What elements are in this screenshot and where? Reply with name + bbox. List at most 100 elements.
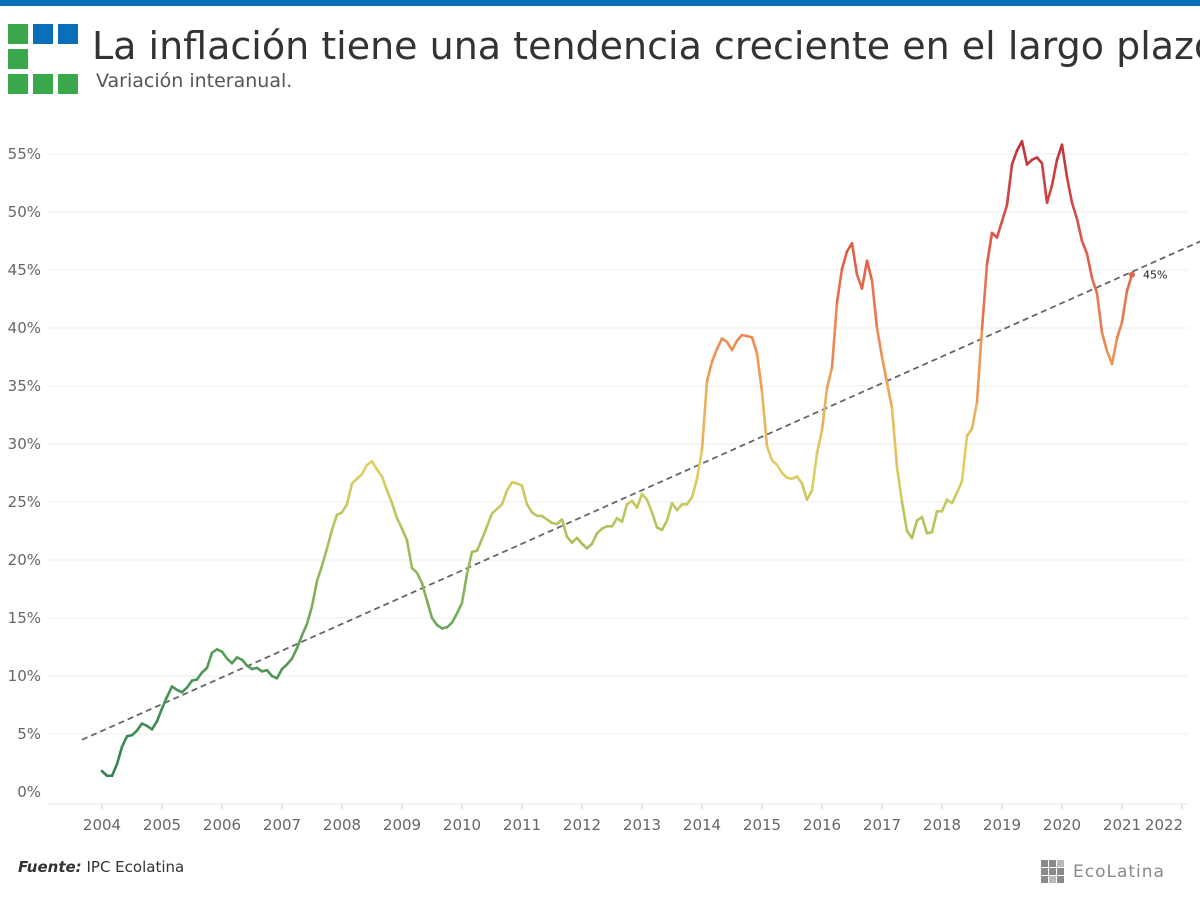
series-segment	[795, 475, 804, 485]
x-tick-label: 2006	[203, 816, 241, 834]
series-segment	[840, 250, 849, 271]
series-segment	[310, 579, 319, 608]
series-segment	[1020, 139, 1029, 166]
series-segment	[980, 262, 989, 331]
series-segment	[825, 366, 834, 390]
series-segment	[665, 501, 674, 522]
series-segment	[395, 516, 404, 530]
trend-line-group	[81, 240, 1200, 741]
series-segment	[1060, 143, 1069, 179]
series-segment	[415, 571, 424, 585]
y-tick-label: 30%	[8, 435, 41, 453]
x-tick-label: 2011	[503, 816, 541, 834]
series-segment	[900, 500, 909, 533]
series-segment	[895, 465, 904, 504]
series-segment	[525, 503, 534, 514]
series-segment	[275, 667, 284, 680]
x-tick-label: 2018	[923, 816, 961, 834]
series-segment	[120, 735, 129, 749]
series-segment	[995, 219, 1004, 239]
series-segment	[960, 434, 969, 483]
series-segment	[520, 484, 529, 506]
source-text: IPC Ecolatina	[86, 858, 185, 876]
series-segment	[425, 599, 434, 620]
series-segment	[880, 355, 889, 384]
series-segment	[875, 326, 884, 359]
grid-logo-icon	[8, 24, 78, 94]
x-tick-label: 2008	[323, 816, 361, 834]
series-segment	[1050, 158, 1059, 187]
series-segment	[985, 231, 994, 266]
series-segment	[345, 482, 354, 506]
y-tick-label: 10%	[8, 667, 41, 685]
series-segment	[725, 340, 734, 352]
y-tick-label: 25%	[8, 493, 41, 511]
series-segment	[920, 515, 929, 535]
series-segment	[635, 492, 644, 510]
series-segment	[420, 581, 429, 602]
series-segment	[315, 564, 324, 583]
x-tick-label: 2017	[863, 816, 901, 834]
source-note: Fuente: IPC Ecolatina	[18, 858, 184, 876]
series-segment	[1075, 217, 1084, 243]
series-segment	[850, 242, 859, 276]
series-segment	[1080, 239, 1089, 256]
x-tick-label: 2005	[143, 816, 181, 834]
series-segment	[910, 519, 919, 540]
series-segment	[820, 387, 829, 432]
x-tick-label: 2019	[983, 816, 1021, 834]
series-segment	[430, 616, 439, 627]
top-accent-bar	[0, 0, 1200, 6]
series-segment	[1115, 320, 1124, 340]
series-segment	[505, 480, 514, 492]
series-segment	[1040, 161, 1049, 205]
series-segment	[870, 279, 879, 330]
brand-name: EcoLatina	[1073, 862, 1165, 882]
series-segment	[835, 267, 844, 304]
series-segment	[1085, 252, 1094, 280]
y-tick-label: 40%	[8, 319, 41, 337]
series-line-group	[100, 139, 1134, 778]
series-segment	[965, 427, 974, 438]
series-segment	[610, 516, 619, 528]
series-segment	[115, 745, 124, 766]
x-tick-label: 2020	[1043, 816, 1081, 834]
source-label: Fuente:	[18, 858, 82, 876]
x-tick-label: 2012	[563, 816, 601, 834]
series-segment	[155, 707, 164, 723]
y-tick-label: 55%	[8, 145, 41, 163]
series-segment	[1000, 203, 1009, 223]
series-segment	[760, 390, 769, 448]
grid-lines	[48, 153, 1188, 735]
series-segment	[295, 634, 304, 650]
series-segment	[385, 489, 394, 505]
y-tick-label: 5%	[17, 725, 41, 743]
y-tick-label: 50%	[8, 203, 41, 221]
series-segment	[1010, 149, 1019, 166]
series-segment	[860, 259, 869, 290]
series-segment	[750, 335, 759, 355]
series-segment	[1005, 163, 1014, 207]
last-value-label: 45%	[1143, 269, 1167, 282]
chart-title: La inflación tiene una tendencia crecien…	[92, 24, 1200, 68]
series-segment	[755, 352, 764, 394]
series-segment	[405, 538, 414, 570]
series-segment	[650, 511, 659, 529]
series-segment	[205, 651, 214, 670]
y-tick-label: 15%	[8, 609, 41, 627]
x-tick-label: 2009	[383, 816, 421, 834]
x-tick-label: 2013	[623, 816, 661, 834]
series-segment	[150, 719, 159, 731]
grid-brand-icon	[1041, 860, 1065, 884]
series-segment	[500, 489, 509, 506]
x-tick-label: 2016	[803, 816, 841, 834]
series-segment	[620, 503, 629, 524]
series-segment	[1090, 276, 1099, 295]
x-tick-label: 2021	[1103, 816, 1141, 834]
series-segment	[805, 489, 814, 501]
series-segment	[195, 671, 204, 681]
last-point-marker	[1129, 271, 1135, 278]
y-tick-label: 35%	[8, 377, 41, 395]
y-tick-label: 20%	[8, 551, 41, 569]
series-segment	[475, 537, 484, 553]
